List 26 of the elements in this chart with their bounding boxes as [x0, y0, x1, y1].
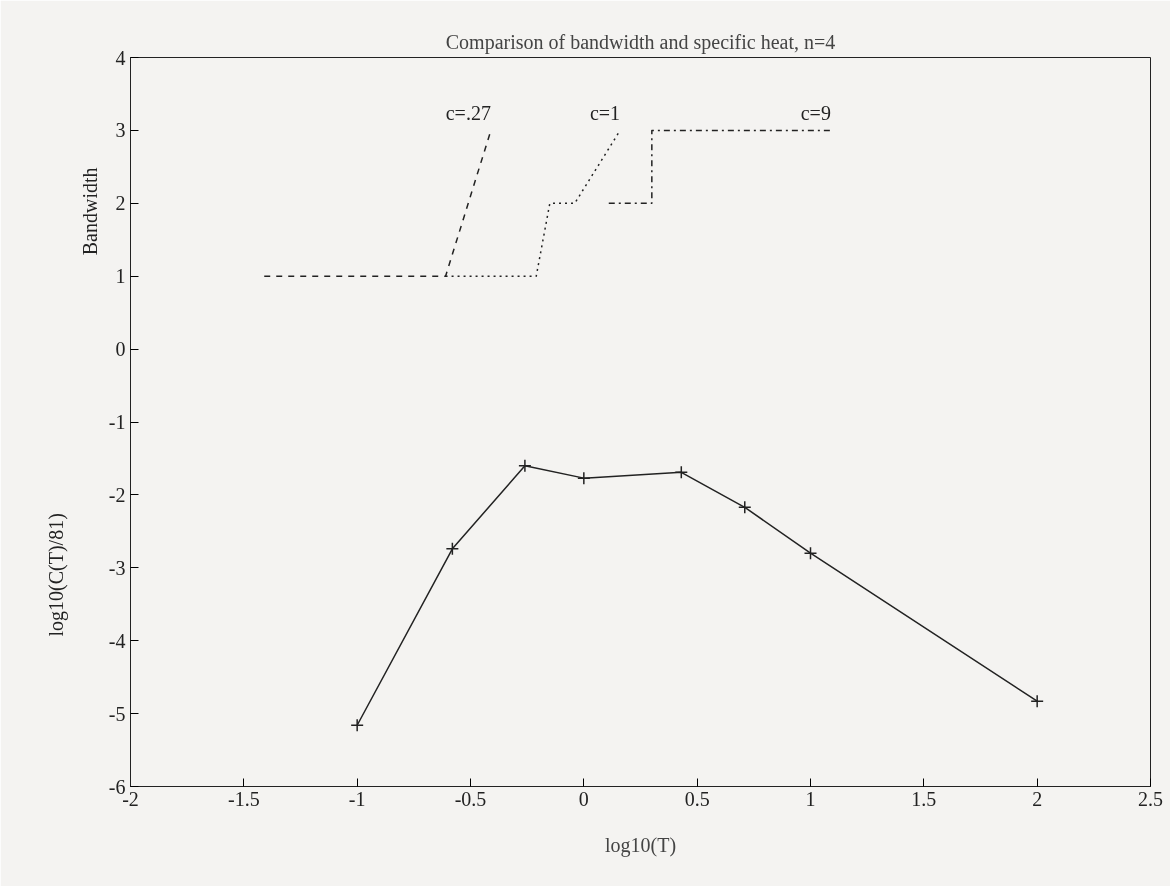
x-tick-label: 2.5	[1138, 787, 1163, 810]
y-tick-label: 2	[115, 192, 126, 215]
x-tick-label: 1	[805, 787, 816, 810]
x-tick-label: -1	[348, 787, 366, 810]
x-tick-label: 0.5	[684, 787, 710, 810]
x-tick-label: 0	[578, 787, 589, 810]
y-tick-label: -3	[108, 556, 126, 579]
y-tick-label: -5	[108, 702, 126, 725]
y-tick-label: -2	[108, 483, 126, 506]
series-label: c=.27	[445, 102, 491, 125]
x-tick-label: -0.5	[454, 787, 487, 810]
text: log10(C(T)/81)	[44, 513, 68, 637]
chart-title: Comparison of bandwidth and specific heat, n=4	[445, 30, 836, 54]
series-label: c=9	[800, 102, 831, 125]
y-tick-label: 3	[115, 119, 126, 142]
x-axis-title: log10(T)	[604, 833, 677, 857]
series-label: c=1	[589, 102, 621, 125]
x-tick-label: -1.5	[228, 787, 260, 810]
y-tick-label: -1	[108, 411, 126, 433]
y-tick-label: 1	[115, 265, 126, 288]
y-tick-label: -4	[108, 629, 126, 652]
y-tick-label: 4	[115, 46, 126, 69]
x-tick-label: 1.5	[911, 787, 937, 810]
y-tick-label: 0	[115, 338, 126, 361]
y-axis-title: Bandwidth	[78, 167, 101, 256]
x-tick-label: 2	[1032, 787, 1043, 810]
